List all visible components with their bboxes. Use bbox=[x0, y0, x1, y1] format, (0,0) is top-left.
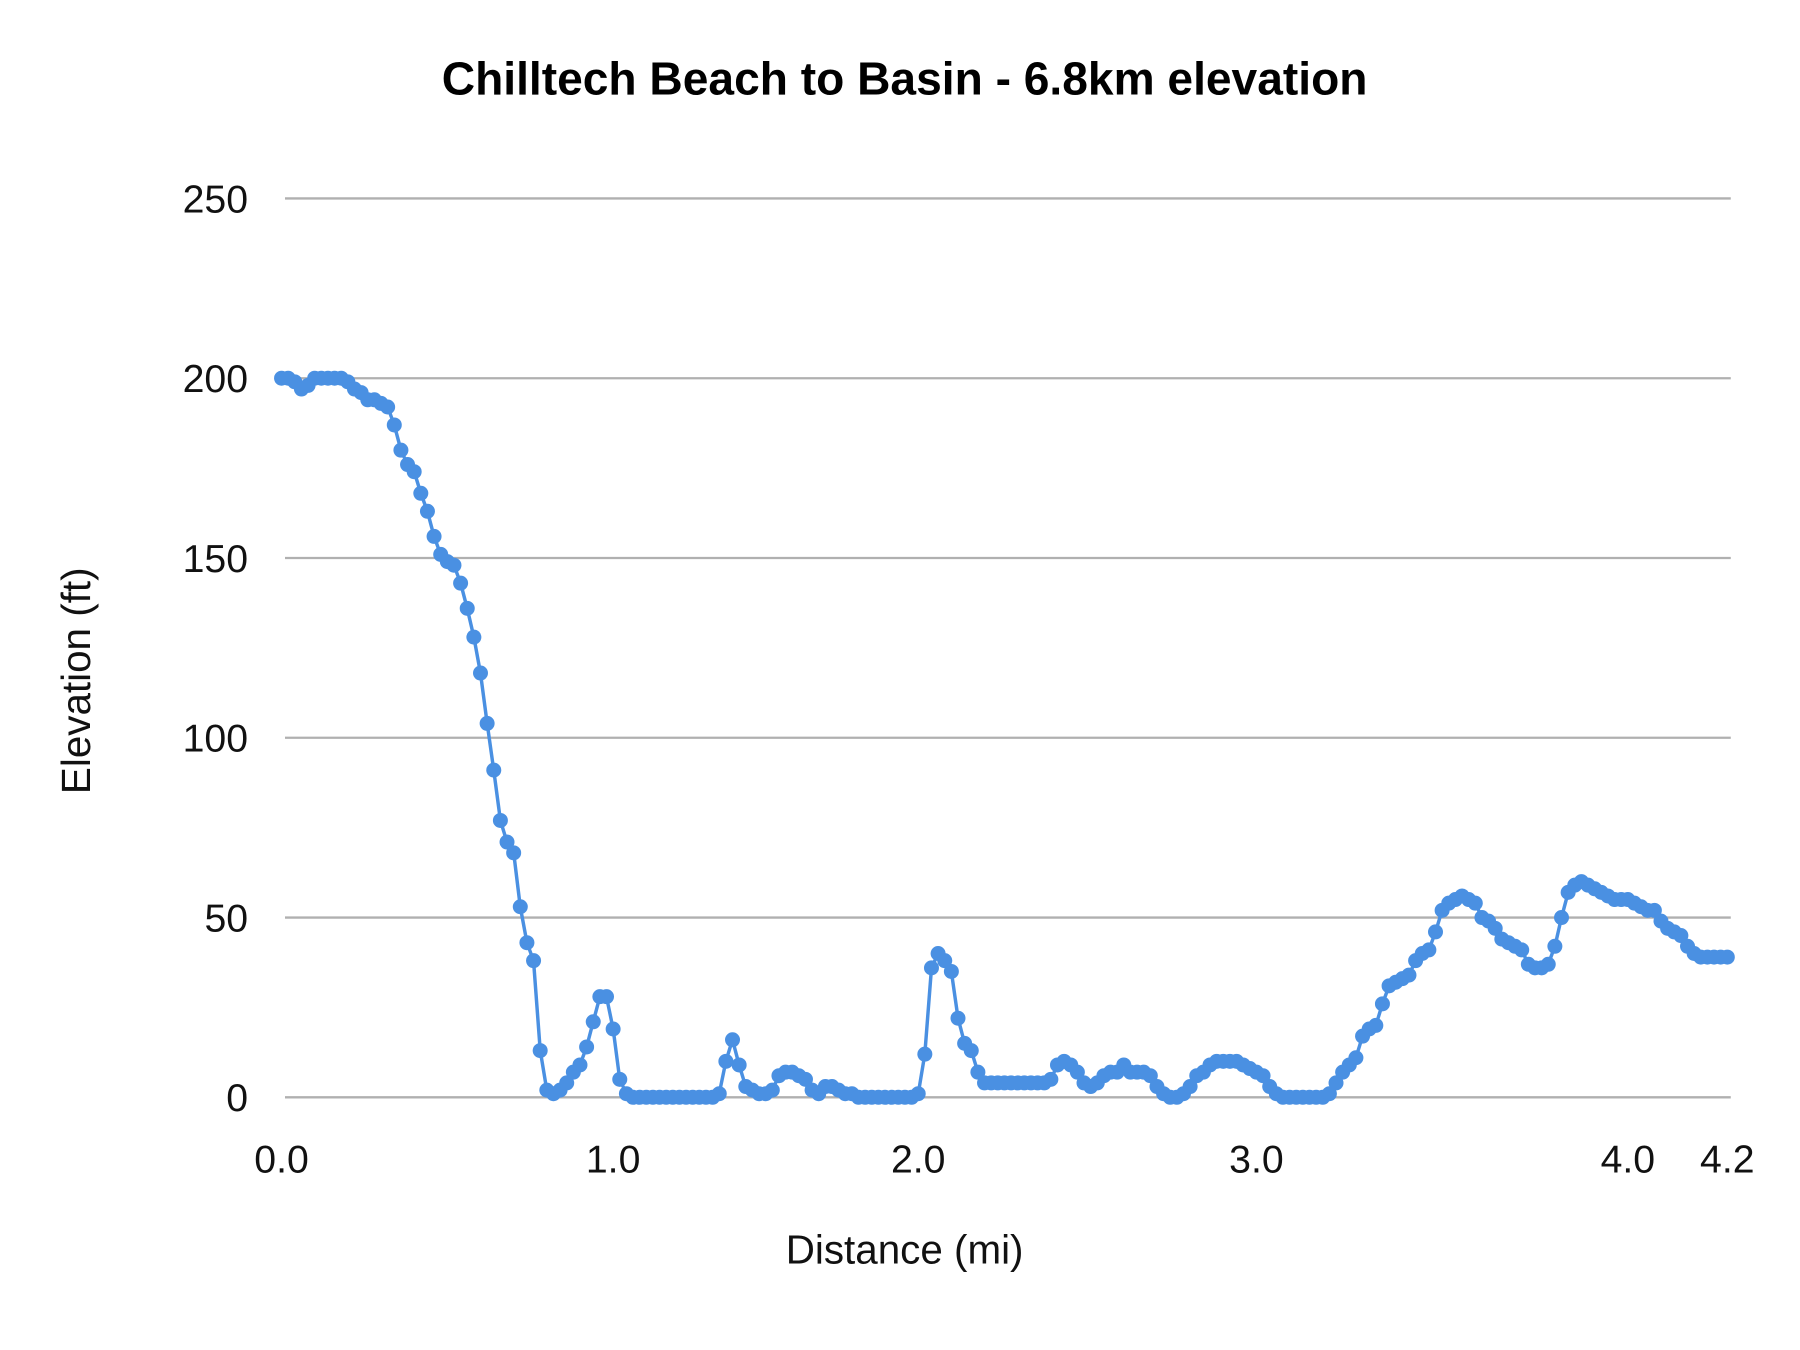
elevation-point bbox=[492, 812, 508, 828]
elevation-point bbox=[1043, 1071, 1059, 1087]
elevation-point bbox=[950, 1010, 966, 1026]
elevation-point bbox=[380, 399, 396, 415]
elevation-point bbox=[711, 1086, 727, 1102]
elevation-point bbox=[1069, 1064, 1085, 1080]
x-tick-label: 2.0 bbox=[891, 1137, 946, 1181]
elevation-point bbox=[1328, 1075, 1344, 1091]
x-tick-label: 4.0 bbox=[1601, 1137, 1656, 1181]
elevation-point bbox=[393, 442, 409, 458]
y-tick-label: 50 bbox=[204, 896, 248, 940]
elevation-point bbox=[917, 1046, 933, 1062]
elevation-point bbox=[1348, 1050, 1364, 1066]
elevation-point bbox=[1547, 938, 1563, 954]
elevation-point bbox=[406, 464, 422, 480]
elevation-point bbox=[472, 665, 488, 681]
elevation-point bbox=[731, 1057, 747, 1073]
elevation-point bbox=[599, 989, 615, 1005]
elevation-point bbox=[585, 1014, 601, 1030]
x-tick-label: 4.2 bbox=[1700, 1137, 1755, 1181]
elevation-point bbox=[512, 899, 528, 915]
elevation-point bbox=[1401, 967, 1417, 983]
elevation-point bbox=[486, 762, 502, 778]
elevation-point bbox=[419, 503, 435, 519]
y-tick-label: 250 bbox=[183, 177, 248, 221]
elevation-point bbox=[1487, 920, 1503, 936]
elevation-point bbox=[559, 1075, 575, 1091]
elevation-point bbox=[718, 1053, 734, 1069]
elevation-point bbox=[526, 953, 542, 969]
elevation-point bbox=[506, 845, 522, 861]
elevation-point bbox=[725, 1032, 741, 1048]
elevation-series bbox=[274, 370, 1735, 1105]
elevation-point bbox=[479, 715, 495, 731]
elevation-point bbox=[963, 1043, 979, 1059]
y-axis-ticks: 0 50 100 150 200 250 bbox=[183, 177, 248, 1120]
elevation-point bbox=[605, 1021, 621, 1037]
x-tick-label: 1.0 bbox=[586, 1137, 641, 1181]
elevation-point bbox=[1374, 996, 1390, 1012]
x-tick-label: 3.0 bbox=[1229, 1137, 1284, 1181]
elevation-point bbox=[943, 963, 959, 979]
elevation-point bbox=[426, 528, 442, 544]
elevation-point bbox=[923, 960, 939, 976]
elevation-point bbox=[764, 1082, 780, 1098]
chart-title: Chilltech Beach to Basin - 6.8km elevati… bbox=[442, 53, 1368, 105]
elevation-point bbox=[466, 629, 482, 645]
gridlines bbox=[285, 197, 1731, 1099]
elevation-point bbox=[453, 575, 469, 591]
x-axis-label: Distance (mi) bbox=[786, 1226, 1024, 1272]
y-axis-label: Elevation (ft) bbox=[53, 567, 99, 794]
elevation-point bbox=[1673, 928, 1689, 944]
y-tick-label: 150 bbox=[183, 537, 248, 581]
elevation-point bbox=[1646, 902, 1662, 918]
elevation-point bbox=[1421, 942, 1437, 958]
elevation-point bbox=[413, 485, 429, 501]
elevation-point bbox=[446, 557, 462, 573]
elevation-point bbox=[1514, 942, 1530, 958]
x-axis-ticks: 0.0 1.0 2.0 3.0 4.0 4.2 bbox=[254, 1137, 1754, 1181]
elevation-point bbox=[519, 935, 535, 951]
elevation-point bbox=[386, 417, 402, 433]
y-tick-label: 100 bbox=[183, 717, 248, 761]
elevation-point bbox=[459, 600, 475, 616]
elevation-point bbox=[1142, 1068, 1158, 1084]
elevation-point bbox=[532, 1043, 548, 1059]
elevation-point bbox=[797, 1071, 813, 1087]
elevation-point bbox=[1255, 1068, 1271, 1084]
y-tick-label: 0 bbox=[226, 1076, 248, 1120]
elevation-point bbox=[910, 1086, 926, 1102]
y-tick-label: 200 bbox=[183, 357, 248, 401]
elevation-point bbox=[612, 1071, 628, 1087]
elevation-point bbox=[1368, 1017, 1384, 1033]
elevation-point bbox=[1467, 895, 1483, 911]
elevation-point bbox=[579, 1039, 595, 1055]
elevation-point bbox=[937, 953, 953, 969]
elevation-point bbox=[572, 1057, 588, 1073]
x-tick-label: 0.0 bbox=[254, 1137, 309, 1181]
elevation-point bbox=[1182, 1079, 1198, 1095]
elevation-point bbox=[1540, 956, 1556, 972]
elevation-point bbox=[499, 834, 515, 850]
elevation-point bbox=[1554, 910, 1570, 926]
elevation-point bbox=[1321, 1086, 1337, 1102]
elevation-point bbox=[1428, 924, 1444, 940]
elevation-point bbox=[1719, 949, 1735, 965]
elevation-point bbox=[970, 1064, 986, 1080]
